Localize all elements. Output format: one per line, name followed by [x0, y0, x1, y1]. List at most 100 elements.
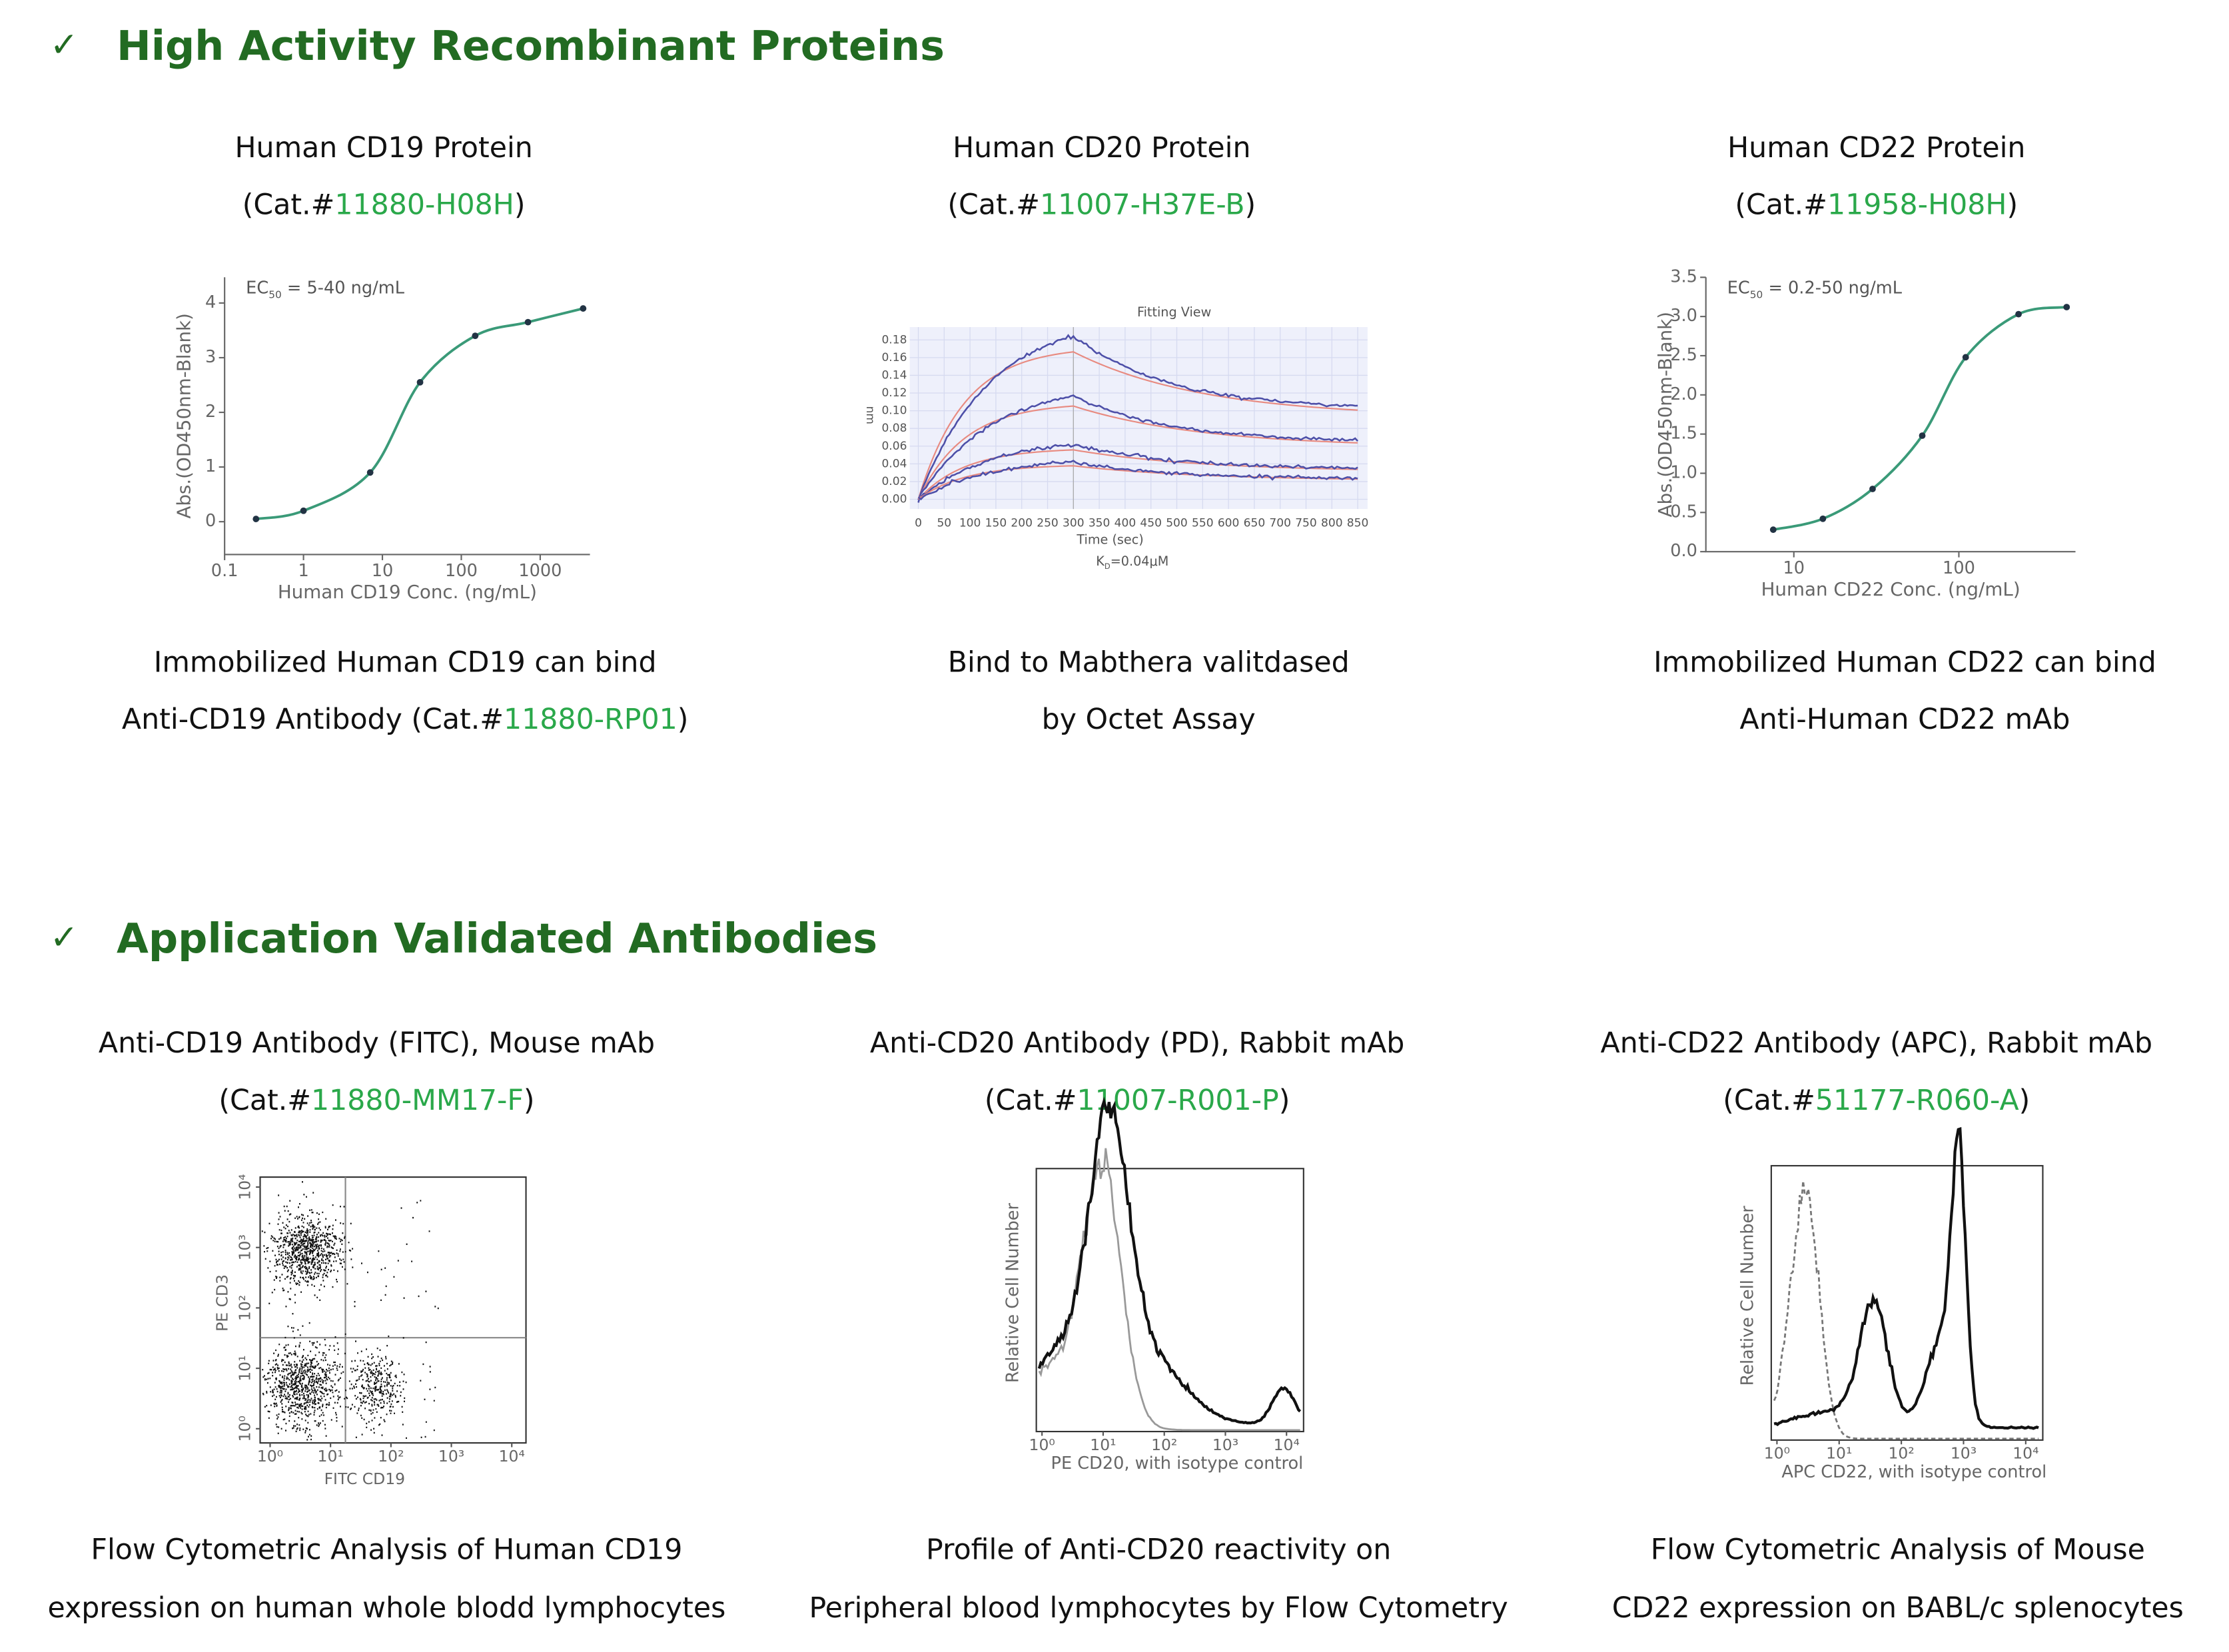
caption-line: Anti-CD19 Antibody (Cat.#11880-RP01): [122, 703, 688, 736]
caption-line: by Octet Assay: [1042, 703, 1256, 736]
data-point: [1962, 354, 1969, 361]
fit-curve: [1773, 306, 2067, 532]
plot-frame: [259, 1176, 527, 1444]
chart-title: Fitting View: [1137, 304, 1211, 320]
annotation-part: 50: [1750, 288, 1763, 300]
text-segment: (Cat.#: [947, 188, 1040, 221]
annotation: EC50 = 5-40 ng/mL: [246, 278, 405, 300]
caption-line: Bind to Mabthera valitdased: [948, 645, 1350, 679]
x-axis-label: Human CD22 Conc. (ng/mL): [1761, 578, 2020, 600]
x-tick-label: 10⁴: [499, 1447, 525, 1465]
y-tick-label: 3.0: [1670, 306, 1697, 326]
sensor-trace: [917, 334, 1358, 503]
x-tick-label: 10³: [438, 1447, 464, 1465]
x-tick-label: 600: [1218, 516, 1240, 530]
data-point: [1919, 432, 1926, 439]
x-tick-label: 10⁰: [1764, 1444, 1790, 1463]
y-axis-label: nm: [863, 406, 877, 424]
y-tick-label: 0.12: [881, 386, 907, 400]
caption-line: Peripheral blood lymphocytes by Flow Cyt…: [809, 1591, 1508, 1624]
sensor-trace: [917, 443, 1358, 501]
isotype-curve: [1038, 1148, 1300, 1432]
text-segment: ): [2007, 188, 2018, 221]
y-tick-label: 0.00: [881, 493, 907, 506]
isotype-curve: [1773, 1180, 2039, 1440]
x-tick-label: 10²: [1888, 1444, 1914, 1463]
y-tick-label: 3.5: [1670, 266, 1697, 286]
text-segment: Profile of Anti-CD20 reactivity on: [926, 1533, 1391, 1566]
y-tick-label: 0: [205, 511, 216, 531]
catalog-line: (Cat.#11880-H08H): [242, 188, 526, 221]
data-point: [300, 507, 307, 514]
text-segment: ): [524, 1083, 535, 1116]
x-tick-label: 1: [298, 561, 308, 581]
x-tick-label: 400: [1114, 516, 1136, 530]
text-segment: Anti-Human CD22 mAb: [1740, 703, 2070, 736]
annotation-part: K: [1096, 554, 1105, 569]
y-tick-label: 10³: [236, 1234, 254, 1260]
annotation-part: =0.04μM: [1111, 554, 1169, 569]
y-axis-label: PE CD3: [213, 1274, 232, 1332]
x-tick-label: 700: [1269, 516, 1291, 530]
x-tick-label: 350: [1089, 516, 1111, 530]
fit-curve: [255, 307, 584, 520]
text-segment: Peripheral blood lymphocytes by Flow Cyt…: [809, 1591, 1508, 1624]
data-point: [524, 318, 532, 326]
check-icon: ✓: [50, 918, 79, 958]
text-segment: (Cat.#: [1735, 188, 1827, 221]
text-segment: (Cat.#: [985, 1083, 1077, 1116]
x-tick-label: 10³: [1951, 1444, 1977, 1463]
catalog-line: (Cat.#51177-R060-A): [1723, 1083, 2030, 1116]
x-tick-label: 10⁰: [1029, 1436, 1055, 1454]
catalog-link: 51177-R060-A: [1815, 1083, 2019, 1116]
item-title: Human CD22 Protein: [1727, 131, 2025, 165]
y-tick-label: 0.04: [881, 457, 907, 470]
x-tick-label: 10²: [1151, 1436, 1177, 1454]
stain-curve: [1773, 1126, 2039, 1430]
caption-line: expression on human whole blodd lymphocy…: [47, 1591, 725, 1624]
x-tick-label: 250: [1037, 516, 1059, 530]
text-segment: ): [677, 703, 689, 736]
data-point: [2015, 310, 2022, 318]
x-tick-label: 0: [915, 516, 922, 530]
x-tick-label: 10⁴: [1274, 1436, 1300, 1454]
y-axis-label: Relative Cell Number: [1738, 1206, 1758, 1386]
data-point: [580, 305, 587, 312]
y-tick-label: 10²: [236, 1295, 254, 1321]
annotation: KD=0.04μM: [1096, 554, 1168, 571]
y-tick-label: 0.14: [881, 368, 907, 382]
x-axis-label: Human CD19 Conc. (ng/mL): [278, 581, 537, 603]
y-tick-label: 4: [205, 292, 216, 312]
y-axis-label: Abs.(OD450nm-Blank): [173, 313, 195, 519]
y-tick-label: 0.10: [881, 404, 907, 418]
plot-frame: [1035, 1168, 1304, 1433]
text-segment: ): [2019, 1083, 2030, 1116]
y-tick-label: 1.0: [1670, 462, 1697, 482]
x-tick-label: 10¹: [1090, 1436, 1116, 1454]
data-point: [1769, 526, 1777, 534]
axis: [224, 277, 590, 556]
x-tick-label: 650: [1244, 516, 1266, 530]
text-segment: Immobilized Human CD22 can bind: [1653, 645, 2156, 679]
x-axis-label: Time (sec): [1076, 532, 1143, 548]
catalog-link: 11880-RP01: [504, 703, 677, 736]
event-dots: [261, 1181, 439, 1441]
section-heading: High Activity Recombinant Proteins: [117, 22, 945, 70]
x-tick-label: 200: [1011, 516, 1033, 530]
caption-line: Anti-Human CD22 mAb: [1740, 703, 2070, 736]
y-tick-label: 1: [205, 456, 216, 476]
section-heading: Application Validated Antibodies: [117, 915, 877, 963]
x-tick-label: 100: [1943, 558, 1975, 578]
caption-line: Profile of Anti-CD20 reactivity on: [926, 1533, 1391, 1566]
y-axis-label: Abs.(OD450nm-Blank): [1654, 312, 1676, 518]
x-tick-label: 10⁴: [2012, 1444, 2038, 1463]
x-tick-label: 300: [1063, 516, 1085, 530]
check-icon: ✓: [50, 25, 79, 65]
y-tick-label: 0.5: [1670, 502, 1697, 522]
x-tick-label: 10³: [1212, 1436, 1238, 1454]
plot-frame: [1770, 1164, 2044, 1441]
catalog-link: 11007-H37E-B: [1040, 188, 1245, 221]
catalog-link: 11958-H08H: [1827, 188, 2007, 221]
x-tick-label: 750: [1295, 516, 1317, 530]
text-segment: Flow Cytometric Analysis of Human CD19: [91, 1533, 682, 1566]
